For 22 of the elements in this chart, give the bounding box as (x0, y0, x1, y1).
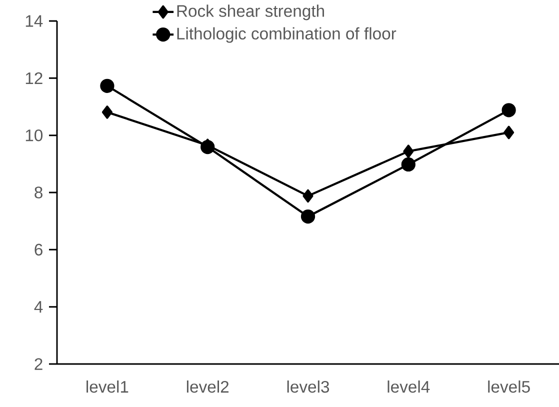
x-tick-label: level4 (388, 380, 430, 393)
point (504, 126, 514, 140)
y-tick-label: 12 (26, 72, 42, 84)
point (401, 157, 416, 172)
y-tick-label: 8 (34, 186, 42, 198)
point (300, 209, 316, 224)
x-tick-label: level3 (287, 380, 330, 393)
point (403, 144, 414, 158)
x-tick-label: level1 (86, 380, 128, 393)
y-tick-label: 6 (34, 244, 42, 256)
point (100, 78, 114, 93)
point (302, 189, 314, 203)
y-tick-label: 4 (34, 301, 43, 313)
point (502, 103, 516, 118)
legend-label: Lithologic combination of floor (177, 27, 396, 43)
y-tick-label: 2 (34, 358, 42, 370)
y-tick-label: 10 (26, 129, 43, 142)
x-tick-label: level2 (186, 380, 229, 393)
point (102, 106, 112, 119)
x-tick-label: level5 (488, 380, 530, 393)
y-tick-label: 14 (26, 15, 43, 27)
legend-label: Rock shear strength (177, 4, 324, 20)
